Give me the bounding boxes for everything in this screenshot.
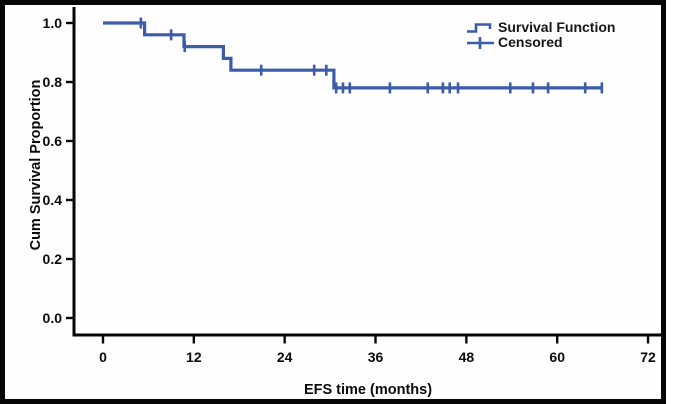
y-tick-label: 0.6	[43, 133, 63, 149]
x-tick-label: 0	[99, 349, 107, 365]
x-tick-label: 60	[549, 349, 565, 365]
x-tick-label: 12	[186, 349, 202, 365]
y-tick-label: 0.0	[43, 310, 63, 326]
legend-item-censored: Censored	[466, 35, 615, 50]
y-tick-label: 0.4	[43, 192, 63, 208]
x-tick-label: 72	[640, 349, 656, 365]
legend-item-survival-function: Survival Function	[466, 20, 615, 35]
legend-label-survival-function: Survival Function	[498, 19, 616, 35]
step-line-icon	[467, 22, 492, 33]
x-axis-title: EFS time (months)	[303, 382, 433, 398]
x-tick-label: 36	[368, 349, 384, 365]
y-axis-title: Cum Survival Proportion	[28, 79, 44, 251]
survival-function-line	[103, 21, 603, 90]
y-tick-label: 1.0	[43, 15, 63, 31]
legend: Survival Function Censored	[466, 20, 615, 50]
legend-label-censored: Censored	[498, 34, 563, 50]
x-tick-label: 24	[277, 349, 293, 365]
y-tick-label: 0.2	[43, 251, 63, 267]
x-tick-label: 48	[459, 349, 475, 365]
y-tick-label: 0.8	[43, 74, 63, 90]
plus-icon	[467, 36, 494, 49]
